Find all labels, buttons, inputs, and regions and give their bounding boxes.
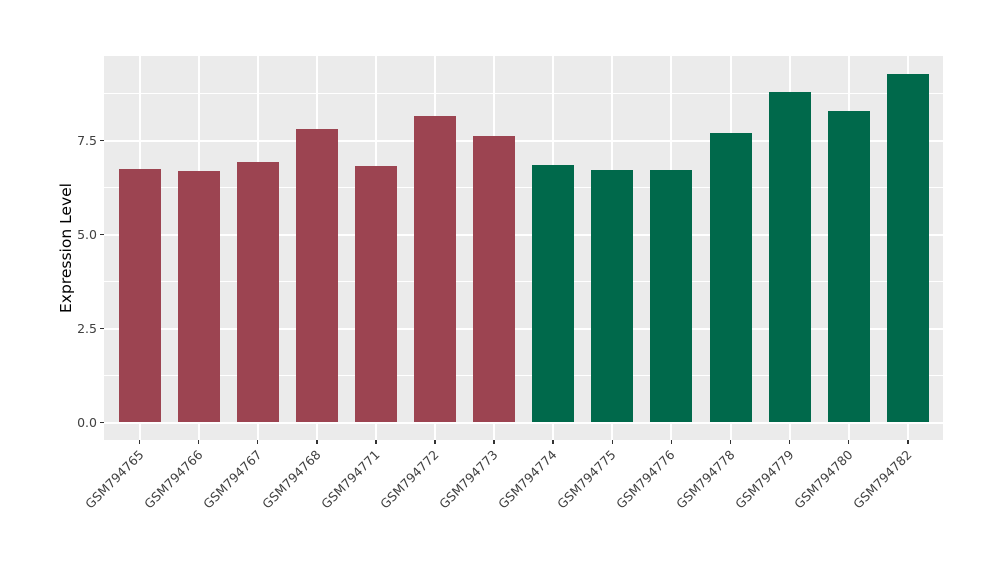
bar-GSM794782: [886, 73, 929, 423]
y-tick-label: 5.0: [77, 226, 97, 242]
y-tick-label: 2.5: [77, 320, 97, 336]
major-gridline: [104, 421, 943, 424]
x-tick-mark: [316, 440, 318, 444]
major-gridline: [104, 139, 943, 142]
minor-gridline: [104, 375, 943, 376]
x-tick-mark: [375, 440, 377, 444]
bar-GSM794767: [236, 161, 279, 423]
y-tick-label: 0.0: [77, 414, 97, 430]
bar-GSM794775: [591, 169, 634, 423]
y-tick-mark: [99, 233, 104, 236]
x-tick-mark: [670, 440, 673, 444]
x-tick-mark: [788, 440, 791, 444]
y-tick-mark: [99, 421, 104, 424]
y-axis-title: Expression Level: [57, 183, 75, 313]
x-tick-mark: [138, 440, 141, 444]
x-tick-mark: [493, 440, 495, 444]
major-gridline: [104, 327, 943, 330]
minor-gridline: [104, 187, 943, 188]
bar-GSM794766: [177, 170, 220, 423]
bar-GSM794771: [354, 166, 397, 423]
bar-GSM794776: [650, 169, 693, 423]
minor-gridline: [104, 93, 943, 94]
bar-GSM794774: [532, 165, 575, 423]
bar-GSM794779: [768, 92, 811, 423]
bar-GSM794765: [118, 169, 161, 423]
y-tick-label: 7.5: [77, 132, 97, 148]
x-tick-mark: [611, 440, 614, 444]
major-gridline: [104, 233, 943, 236]
y-tick-mark: [99, 139, 104, 142]
bar-GSM794768: [295, 128, 338, 423]
bar-GSM794780: [827, 111, 870, 423]
minor-gridline: [104, 281, 943, 282]
bar-GSM794773: [473, 135, 516, 423]
bar-GSM794778: [709, 132, 752, 423]
x-tick-mark: [552, 440, 554, 444]
x-tick-mark: [256, 440, 259, 444]
x-tick-mark: [729, 440, 732, 444]
x-tick-mark: [907, 440, 909, 444]
x-tick-mark: [197, 440, 200, 444]
x-tick-mark: [847, 440, 850, 444]
x-tick-mark: [434, 440, 436, 444]
y-tick-mark: [99, 327, 104, 330]
bar-GSM794772: [414, 116, 456, 423]
plot-panel: [104, 56, 943, 440]
